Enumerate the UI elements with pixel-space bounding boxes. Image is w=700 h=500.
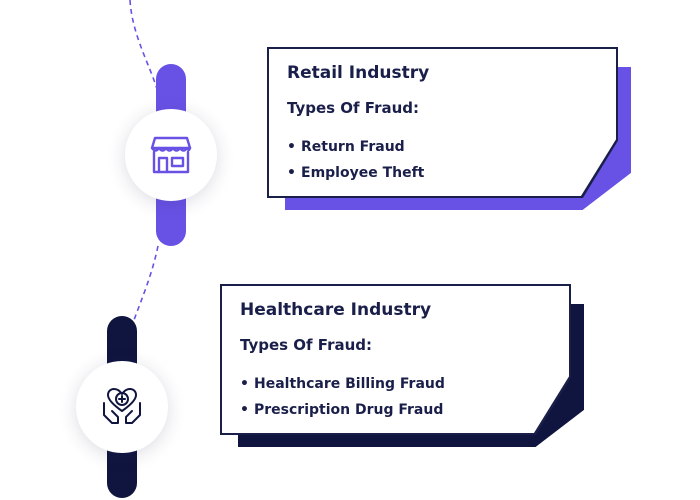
card-body: Retail Industry Types Of Fraud: • Return … [269,49,616,196]
list-item: • Healthcare Billing Fraud [240,376,445,392]
card-title: Healthcare Industry [240,300,432,320]
healthcare-industry-card: Healthcare Industry Types Of Fraud: • Hea… [220,284,584,447]
list-item: • Prescription Drug Fraud [240,402,444,418]
list-item: • Employee Theft [287,165,425,181]
card-subtitle: Types Of Fraud: [287,99,420,117]
card-subtitle: Types Of Fraud: [240,336,373,354]
card-title: Retail Industry [287,63,430,83]
list-item: • Return Fraud [287,139,405,155]
retail-industry-card: Retail Industry Types Of Fraud: • Return … [267,47,631,210]
healthcare-icon-circle [76,361,168,453]
storefront-icon [150,136,192,174]
heart-hands-medical-icon [103,388,141,424]
retail-icon-circle [125,109,217,201]
fraud-list: • Healthcare Billing Fraud • Prescription … [240,371,445,423]
card-body: Healthcare Industry Types Of Fraud: • Hea… [222,286,569,433]
fraud-list: • Return Fraud • Employee Theft [287,134,424,186]
